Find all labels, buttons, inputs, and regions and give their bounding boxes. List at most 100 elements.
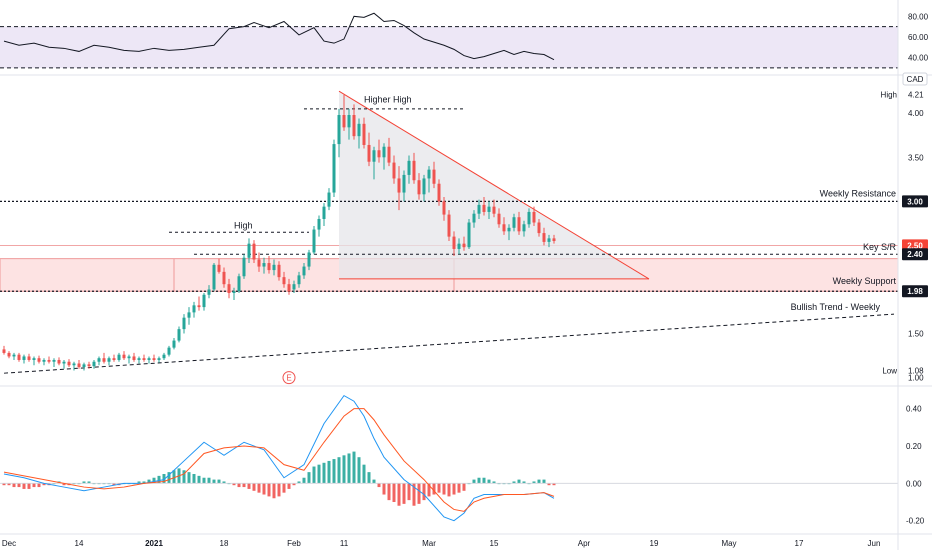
macd-histogram-bar <box>432 483 436 495</box>
candle-body <box>42 359 46 362</box>
time-tick-label: Mar <box>422 539 436 548</box>
macd-histogram-bar <box>112 483 116 486</box>
rsi-tick-label: 80.00 <box>908 12 929 21</box>
macd-histogram-bar <box>167 472 171 484</box>
candle-body <box>267 263 271 271</box>
candle-body <box>47 359 51 362</box>
candle-body <box>297 275 301 285</box>
macd-histogram-bar <box>37 483 41 488</box>
macd-histogram-bar <box>27 483 31 489</box>
macd-histogram-bar <box>517 479 521 484</box>
time-tick-label: 19 <box>650 539 659 548</box>
macd-histogram-bar <box>172 470 176 484</box>
macd-histogram-bar <box>292 483 296 486</box>
macd-histogram-bar <box>342 455 346 484</box>
rsi-tick-label: 60.00 <box>908 33 929 42</box>
badge-value: 4.21 <box>908 91 924 100</box>
macd-histogram-bar <box>147 479 151 484</box>
macd-histogram-bar <box>482 477 486 484</box>
annotation-label: Weekly Support <box>833 276 897 286</box>
macd-histogram-bar <box>397 483 401 506</box>
price-badge-value: 1.98 <box>907 287 923 296</box>
candle-body <box>187 312 191 318</box>
candle-body <box>232 291 236 294</box>
macd-tick-label: -0.20 <box>906 517 925 526</box>
macd-histogram-bar <box>187 472 191 484</box>
macd-histogram-bar <box>422 483 426 501</box>
candle-body <box>377 150 381 158</box>
candle-body <box>167 347 171 355</box>
candle-body <box>432 169 436 184</box>
candle-body <box>77 363 81 368</box>
candle-body <box>262 263 266 267</box>
rsi-tick-label: 40.00 <box>908 54 929 63</box>
candle-body <box>417 180 421 195</box>
candle-body <box>152 358 156 360</box>
macd-histogram-bar <box>372 479 376 484</box>
price-badge-value: 2.40 <box>907 250 923 259</box>
macd-histogram-bar <box>142 481 146 484</box>
candle-body <box>492 206 496 214</box>
candle-body <box>352 115 356 137</box>
macd-histogram-bar <box>282 483 286 493</box>
macd-histogram-bar <box>447 483 451 497</box>
bullish-trend-line <box>3 313 895 374</box>
price-badge <box>902 195 928 208</box>
macd-histogram-bar <box>272 483 276 499</box>
macd-histogram-bar <box>442 483 446 495</box>
candle-body <box>257 259 261 267</box>
candle-body <box>37 358 41 362</box>
candle-body <box>112 358 116 360</box>
candle-body <box>137 358 141 360</box>
macd-histogram-bar <box>322 462 326 484</box>
candle-body <box>512 217 516 228</box>
candle-body <box>7 352 11 357</box>
candle-body <box>127 356 131 359</box>
candle-body <box>177 329 181 341</box>
annotation-label: Higher High <box>364 95 412 105</box>
candle-body <box>192 305 196 313</box>
candle-body <box>507 227 511 232</box>
candle-body <box>322 206 326 219</box>
candle-body <box>32 358 36 360</box>
currency-badge <box>902 72 928 86</box>
macd-histogram-bar <box>392 483 396 502</box>
candle-body <box>502 224 506 232</box>
macd-histogram-bar <box>22 483 26 489</box>
macd-histogram-bar <box>522 481 526 484</box>
candle-body <box>457 243 461 249</box>
macd-histogram-bar <box>62 483 66 486</box>
macd-histogram-bar <box>302 477 306 484</box>
macd-histogram-bar <box>347 453 351 484</box>
earnings-marker-label: E <box>286 374 291 383</box>
candle-body <box>237 276 241 292</box>
candle-body <box>202 294 206 308</box>
annotation-label: Key S/R <box>863 242 897 252</box>
macd-histogram-bar <box>197 475 201 484</box>
macd-histogram-bar <box>547 483 551 486</box>
candle-body <box>317 218 321 230</box>
candle-body <box>117 354 121 360</box>
candle-body <box>422 178 426 195</box>
macd-panel <box>0 394 898 522</box>
candle-body <box>367 144 371 162</box>
macd-histogram-bar <box>327 460 331 484</box>
candle-body <box>172 340 176 348</box>
macd-histogram-bar <box>452 483 456 495</box>
macd-histogram-bar <box>427 483 431 497</box>
macd-histogram-bar <box>162 474 166 484</box>
macd-histogram-bar <box>217 479 221 484</box>
macd-histogram-bar <box>182 470 186 484</box>
macd-tick-label: 0.40 <box>906 405 922 414</box>
time-tick-label: Dec <box>2 539 16 548</box>
candle-body <box>532 211 536 223</box>
candle-body <box>92 361 96 367</box>
price-tick-label: 1.00 <box>908 374 924 383</box>
macd-histogram-bar <box>192 474 196 484</box>
price-tick-label: 4.00 <box>908 109 924 118</box>
macd-histogram-bar <box>417 483 421 504</box>
macd-histogram-bar <box>17 483 21 488</box>
macd-histogram-bar <box>212 479 216 484</box>
